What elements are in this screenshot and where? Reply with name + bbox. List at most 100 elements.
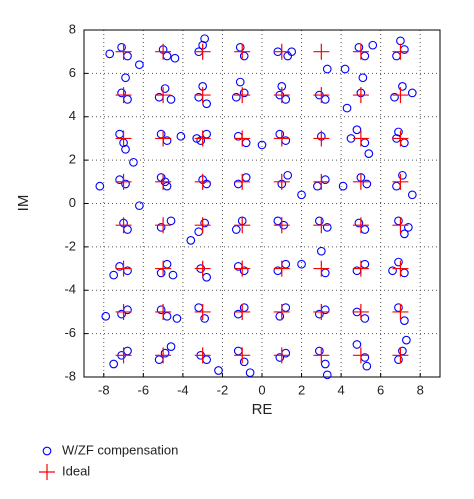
- ideal-point: [155, 347, 172, 364]
- ideal-point: [352, 303, 369, 320]
- received-point: [275, 311, 285, 321]
- received-point: [281, 95, 291, 104]
- received-point: [162, 259, 172, 269]
- received-point: [338, 181, 348, 191]
- received-point: [281, 259, 291, 269]
- x-tick-label: 2: [298, 382, 305, 397]
- ideal-point: [115, 217, 132, 234]
- received-point: [176, 131, 186, 141]
- ideal-point: [392, 260, 409, 277]
- x-tick-label: 4: [337, 382, 344, 397]
- received-point: [135, 60, 144, 70]
- received-point: [362, 361, 372, 371]
- received-point: [360, 225, 370, 234]
- received-point: [239, 303, 249, 312]
- received-point: [400, 138, 409, 148]
- ideal-point: [115, 260, 132, 277]
- received-point: [160, 84, 170, 93]
- received-point: [396, 36, 405, 46]
- received-point: [315, 346, 324, 356]
- received-point: [360, 138, 370, 148]
- ideal-point: [115, 87, 132, 104]
- received-point: [231, 92, 241, 102]
- received-point: [239, 51, 249, 61]
- ideal-point: [313, 173, 330, 190]
- ideal-point: [392, 217, 409, 234]
- x-tick-label: 0: [258, 382, 265, 397]
- received-point: [340, 64, 350, 74]
- ideal-point: [155, 43, 172, 60]
- received-point: [400, 268, 409, 278]
- received-point: [368, 40, 378, 50]
- ideal-point: [194, 43, 211, 60]
- received-point: [172, 314, 182, 323]
- received-point: [214, 366, 223, 375]
- received-point: [322, 223, 332, 232]
- received-point: [400, 229, 409, 239]
- x-tick-label: -4: [177, 382, 189, 397]
- received-point: [117, 42, 126, 52]
- received-point: [105, 49, 115, 59]
- received-point: [162, 311, 172, 321]
- received-point: [109, 270, 119, 280]
- x-tick-label: -2: [217, 382, 229, 397]
- ideal-point: [313, 43, 330, 60]
- received-point: [362, 179, 372, 189]
- received-point: [400, 316, 409, 325]
- received-point: [235, 77, 245, 87]
- y-tick-label: 2: [69, 152, 76, 167]
- ideal-point: [392, 43, 409, 60]
- ideal-point: [234, 347, 251, 364]
- received-point: [123, 346, 132, 356]
- received-point: [117, 88, 126, 98]
- received-point: [202, 129, 211, 139]
- legend-label: Ideal: [62, 463, 90, 478]
- ideal-point: [115, 303, 132, 320]
- received-point: [394, 355, 403, 365]
- received-point: [315, 216, 324, 226]
- ideal-point: [273, 130, 290, 147]
- received-point: [123, 95, 132, 104]
- ideal-point: [234, 303, 251, 320]
- ideal-point: [313, 217, 330, 234]
- ideal-point: [273, 87, 290, 104]
- received-point: [166, 216, 176, 226]
- received-point: [398, 346, 407, 356]
- received-point: [392, 51, 401, 61]
- received-point: [156, 305, 166, 315]
- x-tick-label: -8: [98, 382, 110, 397]
- received-point: [275, 129, 285, 139]
- ideal-point: [273, 173, 290, 190]
- received-point: [394, 216, 403, 226]
- y-tick-label: -4: [64, 282, 76, 297]
- ideal-point: [234, 173, 251, 190]
- ideal-point: [194, 130, 211, 147]
- ideal-point: [194, 303, 211, 320]
- received-point: [162, 51, 172, 61]
- ideal-point: [234, 260, 251, 277]
- received-point: [168, 270, 178, 280]
- ideal-point: [313, 303, 330, 320]
- received-point: [352, 125, 362, 135]
- received-point: [407, 88, 417, 98]
- received-point: [364, 149, 374, 158]
- received-point: [200, 34, 209, 44]
- received-point: [273, 216, 283, 226]
- received-point: [170, 53, 180, 63]
- x-axis-label: RE: [252, 401, 273, 418]
- received-point: [241, 138, 251, 148]
- x-tick-label: -6: [138, 382, 150, 397]
- x-tick-label: 6: [377, 382, 384, 397]
- ideal-point: [234, 130, 251, 147]
- ideal-point: [155, 130, 172, 147]
- received-point: [202, 99, 211, 109]
- plot-frame: [83, 29, 441, 378]
- y-tick-label: 8: [69, 21, 76, 36]
- ideal-point: [194, 347, 211, 364]
- received-point: [123, 225, 132, 234]
- ideal-point: [313, 87, 330, 104]
- ideal-point: [352, 130, 369, 147]
- x-tick-label: 8: [417, 382, 424, 397]
- ideal-point: [234, 43, 251, 60]
- received-point: [239, 357, 249, 367]
